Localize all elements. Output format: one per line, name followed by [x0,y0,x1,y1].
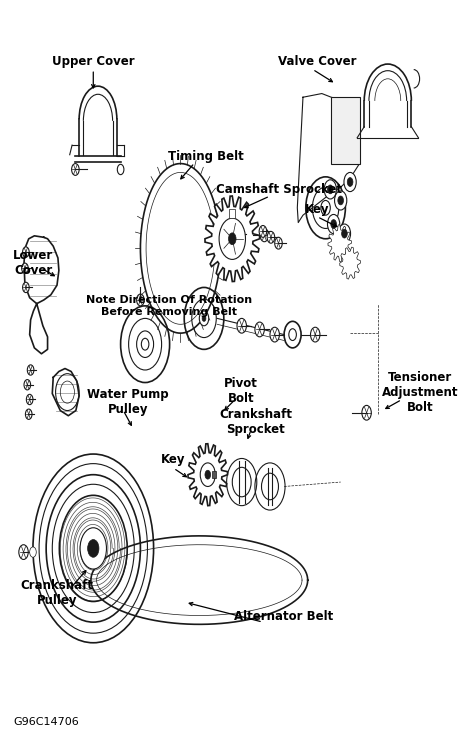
Circle shape [72,164,79,175]
Text: Lower
Cover: Lower Cover [13,249,54,277]
Circle shape [270,327,279,342]
Circle shape [342,229,347,238]
Circle shape [117,164,124,175]
Text: Pivot
Bolt: Pivot Bolt [224,377,258,405]
Circle shape [255,322,264,337]
Text: Note Direction Of Rotation
Before Removing Belt: Note Direction Of Rotation Before Removi… [86,295,252,317]
Polygon shape [205,196,260,281]
Circle shape [80,528,107,569]
Polygon shape [328,225,352,262]
Text: Valve Cover: Valve Cover [278,56,356,68]
Circle shape [23,247,29,258]
Circle shape [22,263,28,273]
Text: Key: Key [305,203,329,216]
Text: Upper Cover: Upper Cover [52,56,135,68]
Circle shape [331,220,337,229]
Text: Crankshaft
Pulley: Crankshaft Pulley [20,579,93,607]
Polygon shape [188,444,228,505]
Text: Water Pump
Pulley: Water Pump Pulley [87,388,168,417]
Text: Key: Key [161,454,186,466]
Circle shape [19,545,28,559]
Text: Crankshaft
Sprocket: Crankshaft Sprocket [219,408,292,436]
Circle shape [137,294,144,306]
Circle shape [228,227,237,241]
Circle shape [289,329,296,340]
Circle shape [338,224,351,243]
Circle shape [262,473,278,500]
Text: Alternator Belt: Alternator Belt [235,610,334,624]
Circle shape [232,468,251,497]
Circle shape [88,539,99,557]
Circle shape [202,315,206,321]
Circle shape [260,229,269,242]
Text: Timing Belt: Timing Belt [168,149,244,163]
Text: Tensioner
Adjustment
Bolt: Tensioner Adjustment Bolt [382,371,458,414]
Circle shape [237,318,246,333]
Circle shape [27,394,33,405]
Circle shape [324,180,337,199]
Circle shape [347,178,353,186]
Circle shape [24,380,31,390]
Polygon shape [229,209,235,218]
Circle shape [344,172,356,192]
Circle shape [362,406,371,420]
Circle shape [328,185,333,194]
Polygon shape [340,247,360,279]
Circle shape [321,201,330,215]
Circle shape [205,470,210,479]
Circle shape [338,196,344,205]
Circle shape [275,238,282,249]
Circle shape [141,338,149,350]
Circle shape [23,282,29,292]
Polygon shape [212,471,216,478]
Circle shape [26,409,32,420]
Text: G96C14706: G96C14706 [13,717,79,727]
Circle shape [228,233,236,245]
Circle shape [335,191,347,210]
Circle shape [219,218,246,260]
Circle shape [200,463,215,486]
Circle shape [27,365,34,375]
Circle shape [267,232,275,243]
Circle shape [259,226,267,238]
Text: Camshaft Sprocket: Camshaft Sprocket [217,183,342,196]
Circle shape [328,215,340,234]
Polygon shape [331,97,359,164]
Circle shape [310,327,320,342]
Circle shape [30,547,36,557]
Circle shape [199,311,209,326]
